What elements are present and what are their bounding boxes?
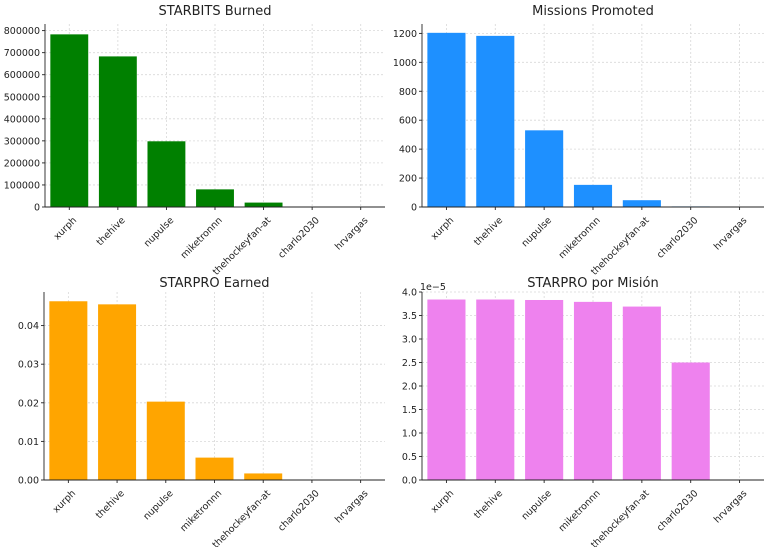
bar-thehive [98, 304, 137, 480]
y-tick-label: 600000 [4, 70, 40, 81]
bar-thehockeyfan-at [622, 306, 661, 480]
y-tick-label: 2.0 [402, 382, 417, 393]
y-tick-label: 4.0 [402, 288, 417, 299]
y-tick-label: 700000 [4, 48, 40, 59]
x-tick-label: xurph [429, 215, 456, 242]
x-tick-label: miketronnn [557, 215, 603, 261]
bar-nupulse [525, 299, 564, 480]
x-tick-label: nupulse [520, 488, 554, 522]
x-tick-label: thehive [95, 215, 128, 248]
y-tick-label: 0.03 [18, 360, 39, 371]
x-tick-label: charlo2030 [655, 215, 701, 261]
bar-thehockeyfan-at [622, 200, 661, 207]
y-tick-label: 0.00 [18, 476, 39, 487]
chart-title: STARPRO Earned [159, 276, 269, 291]
x-tick-label: hrvargas [712, 488, 749, 525]
y-tick-label: 400 [399, 145, 417, 156]
bar-thehockeyfan-at [244, 473, 283, 480]
x-tick-label: thehive [94, 488, 127, 521]
y-tick-label: 0.02 [18, 398, 39, 409]
y-tick-label: 0 [34, 203, 40, 214]
y-tick-label: 0.04 [18, 321, 39, 332]
x-tick-label: thehive [472, 488, 505, 521]
bar-thehive [98, 56, 137, 207]
x-tick-label: hrvargas [333, 488, 370, 525]
y-tick-label: 200000 [4, 158, 40, 169]
y-tick-label: 200 [399, 174, 417, 185]
y-tick-label: 800 [399, 87, 417, 98]
y-tick-label: 0 [411, 203, 417, 214]
y-tick-label: 3.5 [402, 311, 417, 322]
x-tick-label: charlo2030 [276, 488, 322, 534]
y-tick-label: 300000 [4, 136, 40, 147]
bar-nupulse [147, 141, 186, 207]
bar-thehockeyfan-at [244, 202, 283, 207]
x-tick-label: hrvargas [712, 215, 749, 252]
bar-miketronnn [573, 301, 613, 480]
bar-thehive [476, 299, 515, 480]
y-tick-label: 500000 [4, 92, 40, 103]
x-tick-label: miketronnn [179, 215, 225, 261]
bar-xurph [427, 32, 466, 207]
y-tick-label: 1.5 [402, 405, 417, 416]
y-tick-label: 0.0 [402, 476, 417, 487]
x-tick-label: thehive [472, 215, 505, 248]
y-tick-label: 0.5 [402, 452, 417, 463]
x-tick-label: hrvargas [333, 215, 370, 252]
bar-charlo2030 [671, 362, 710, 480]
x-tick-label: xurph [429, 488, 456, 515]
bar-miketronnn [573, 184, 613, 207]
x-tick-label: xurph [52, 215, 79, 242]
bar-nupulse [525, 130, 564, 207]
chart-title: STARPRO por Misión [527, 276, 658, 291]
y-tick-label: 2.5 [402, 358, 417, 369]
bar-xurph [427, 299, 466, 480]
y-tick-label: 800000 [4, 26, 40, 37]
bar-miketronnn [195, 457, 234, 480]
x-tick-label: xurph [51, 488, 78, 515]
y-tick-label: 100000 [4, 180, 40, 191]
bar-xurph [49, 301, 88, 480]
chart-panel-2: 0 200 400 600 800 1000 1200 xurph thehive nupulse… [393, 4, 764, 278]
x-tick-label: charlo2030 [655, 488, 701, 534]
y-tick-label: 1000 [393, 58, 417, 69]
y-tick-label: 400000 [4, 114, 40, 125]
chart-panel-1: 0 100000 200000 300000 400000 500000 600000 700… [4, 4, 385, 278]
chart-title: STARBITS Burned [159, 4, 272, 19]
x-tick-label: nupulse [141, 488, 175, 522]
x-tick-label: nupulse [520, 215, 554, 249]
y-tick-label: 0.01 [18, 437, 39, 448]
x-tick-label: miketronnn [178, 488, 224, 534]
y-offset-label: 1e−5 [420, 282, 446, 293]
bar-thehive [476, 35, 515, 207]
x-tick-label: charlo2030 [276, 215, 322, 261]
bar-xurph [50, 34, 89, 207]
chart-title: Missions Promoted [532, 4, 654, 19]
y-tick-label: 600 [399, 116, 417, 127]
bar-nupulse [146, 401, 185, 480]
x-tick-label: nupulse [142, 215, 176, 249]
x-tick-label: miketronnn [557, 488, 603, 534]
y-tick-label: 3.0 [402, 335, 417, 346]
bar-miketronnn [196, 189, 234, 207]
y-tick-label: 1200 [393, 29, 417, 40]
y-tick-label: 1.0 [402, 429, 417, 440]
chart-panel-4: 0.0 0.5 1.0 1.5 2.0 2.5 3.0 3.5 4.0 xurph thehive n… [402, 276, 764, 547]
chart-panel-3: 0.00 0.01 0.02 0.03 0.04 xurph thehive nupulse m… [18, 276, 385, 547]
